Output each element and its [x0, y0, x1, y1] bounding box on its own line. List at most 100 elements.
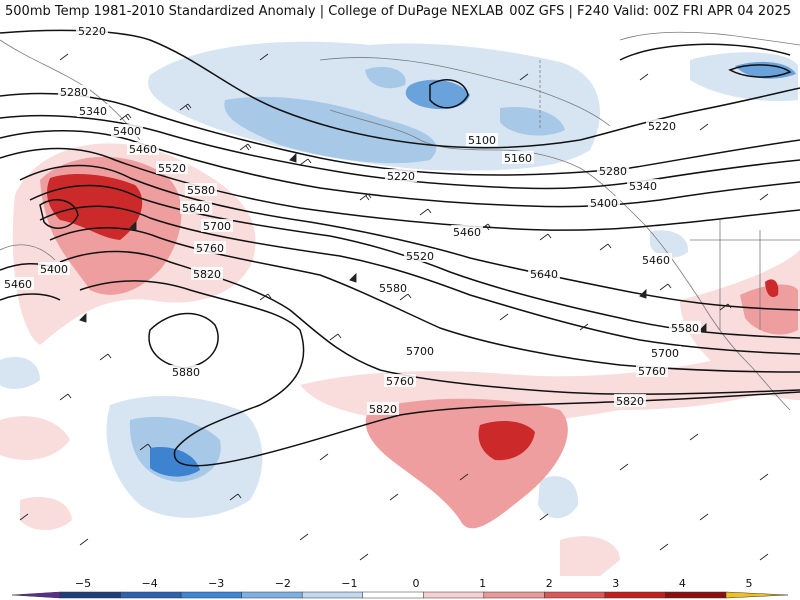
colorbar-tick-labels: −5 −4 −3 −2 −1 0 1 2 3 4 5 — [75, 577, 753, 590]
contour-label: 5460 — [642, 254, 670, 267]
contour-label: 5460 — [129, 143, 157, 156]
contour-label-bg — [377, 281, 409, 294]
contour-label: 5220 — [387, 170, 415, 183]
colorbar-tick-label: 3 — [612, 577, 619, 590]
contour-label-bg — [404, 344, 436, 357]
contour-label: 5520 — [158, 162, 186, 175]
contour-label: 5100 — [468, 134, 496, 147]
colorbar-segment — [423, 591, 485, 599]
contour-label-bg — [185, 183, 217, 196]
contour-label: 5460 — [453, 226, 481, 239]
contour-label: 5340 — [629, 180, 657, 193]
contour-label: 5280 — [599, 165, 627, 178]
model-run-info: 00Z GFS | F240 Valid: 00Z FRI APR 04 202… — [509, 4, 791, 19]
contour-label: 5400 — [590, 197, 618, 210]
colorbar-segment — [362, 591, 424, 599]
contour-label-bg — [649, 346, 681, 359]
contour-label: 5160 — [504, 152, 532, 165]
contour-label-bg — [58, 85, 90, 98]
contour-label-bg — [588, 196, 620, 209]
colorbar-segment — [604, 591, 666, 599]
colorbar-bar — [11, 591, 789, 599]
contour-label: 5280 — [60, 86, 88, 99]
contour-label: 5220 — [78, 25, 106, 38]
contour-label-bg — [367, 402, 399, 415]
map-title: 500mb Temp 1981-2010 Standardized Anomal… — [5, 4, 504, 19]
contour-label-bg — [502, 151, 534, 164]
contour-label-bg — [636, 364, 668, 377]
map-panel: 5220 5280 5340 5400 5460 5520 5580 5640 5700 5760… — [0, 23, 800, 576]
contour-label-bg — [156, 161, 188, 174]
contour-label: 5760 — [196, 242, 224, 255]
colorbar-tick-label: −3 — [208, 577, 224, 590]
contour-label-bg — [2, 277, 34, 290]
header-bar: 500mb Temp 1981-2010 Standardized Anomal… — [0, 0, 800, 23]
contour-label: 5580 — [671, 322, 699, 335]
contour-label: 5760 — [386, 375, 414, 388]
contour-label-bg — [646, 119, 678, 132]
contour-label-bg — [528, 267, 560, 280]
contour-label: 5340 — [79, 105, 107, 118]
contour-label-bg — [127, 142, 159, 155]
colorbar-segment — [483, 591, 545, 599]
contour-label: 5580 — [379, 282, 407, 295]
contour-label: 5400 — [113, 125, 141, 138]
colorbar-legend: −5 −4 −3 −2 −1 0 1 2 3 4 5 — [0, 576, 800, 600]
colorbar-tick-label: 4 — [679, 577, 686, 590]
contour-labels: 5220528053405400546055205580564057005760… — [2, 24, 701, 416]
contour-label: 5880 — [172, 366, 200, 379]
contour-label: 5580 — [187, 184, 215, 197]
cold-anomaly-shading — [0, 41, 798, 519]
contour-label: 5820 — [369, 403, 397, 416]
contour-label: 5220 — [648, 120, 676, 133]
contour-label: 5820 — [616, 395, 644, 408]
contour-label-bg — [385, 169, 417, 182]
contour-label: 5520 — [406, 250, 434, 263]
contour-label: 5460 — [4, 278, 32, 291]
colorbar-tick-label: −2 — [275, 577, 291, 590]
colorbar-arrow-right — [725, 591, 789, 599]
contour-label-bg — [669, 321, 701, 334]
contour-label-bg — [111, 124, 143, 137]
contour-label: 5700 — [651, 347, 679, 360]
contour-label-bg — [404, 249, 436, 262]
colorbar-tick-label: −4 — [141, 577, 157, 590]
colorbar-segment — [180, 591, 242, 599]
contour-label-bg — [597, 164, 629, 177]
colorbar-segment — [59, 591, 121, 599]
colorbar-tick-label: 2 — [546, 577, 553, 590]
colorbar-segment — [241, 591, 303, 599]
colorbar-tick-label: −5 — [75, 577, 91, 590]
contour-label: 5700 — [406, 345, 434, 358]
contour-label-bg — [614, 394, 646, 407]
contour-label-bg — [180, 201, 212, 214]
contour-label: 5700 — [203, 220, 231, 233]
contour-label: 5760 — [638, 365, 666, 378]
colorbar-segment — [301, 591, 363, 599]
colorbar-segment — [665, 591, 727, 599]
contour-label-bg — [451, 225, 483, 238]
colorbar-canvas: −5 −4 −3 −2 −1 0 1 2 3 4 5 — [11, 577, 789, 599]
colorbar-segment — [120, 591, 182, 599]
colorbar-segment — [544, 591, 606, 599]
colorbar-tick-label: 5 — [746, 577, 753, 590]
contour-label: 5640 — [530, 268, 558, 281]
contour-label-bg — [466, 133, 498, 146]
contour-label-bg — [640, 253, 672, 266]
contour-label: 5400 — [40, 263, 68, 276]
contour-label-bg — [194, 241, 226, 254]
contour-label: 5820 — [193, 268, 221, 281]
contour-label-bg — [627, 179, 659, 192]
contour-label-bg — [38, 262, 70, 275]
colorbar-tick-label: 0 — [413, 577, 420, 590]
colorbar-tick-label: −1 — [341, 577, 357, 590]
contour-label-bg — [201, 219, 233, 232]
contour-label-bg — [191, 267, 223, 280]
contour-label-bg — [77, 104, 109, 117]
colorbar-tick-label: 1 — [479, 577, 486, 590]
contour-label-bg — [76, 24, 108, 37]
contour-label: 5640 — [182, 202, 210, 215]
contour-label-bg — [384, 374, 416, 387]
wind-barbs — [19, 53, 769, 561]
